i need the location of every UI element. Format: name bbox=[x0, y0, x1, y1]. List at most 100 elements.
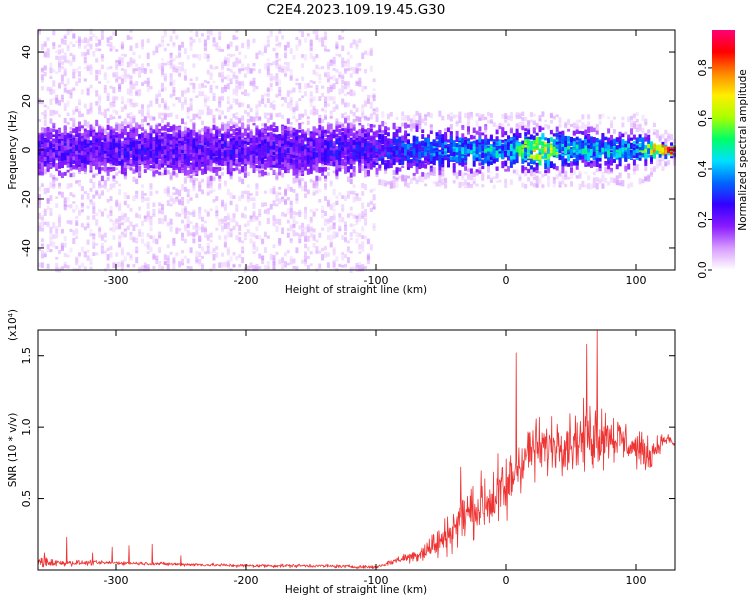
spectrogram-cell bbox=[152, 129, 156, 132]
spectrogram-cell bbox=[109, 150, 113, 153]
spectrogram-cell bbox=[255, 86, 259, 90]
spectrogram-cell bbox=[175, 197, 179, 202]
spectrogram-cell bbox=[246, 140, 250, 146]
spectrogram-cell bbox=[100, 161, 104, 166]
spectrogram-cell bbox=[304, 226, 307, 231]
spectrogram-cell bbox=[309, 140, 313, 146]
spectrogram-cell bbox=[78, 252, 81, 257]
spectrogram-cell bbox=[255, 149, 259, 153]
spectrogram-cell bbox=[143, 261, 147, 267]
spectrogram-cell bbox=[195, 167, 199, 172]
spectrogram-cell bbox=[221, 172, 224, 176]
spectrogram-cell bbox=[120, 154, 124, 159]
spectrogram-cell bbox=[118, 225, 122, 230]
spectrogram-cell bbox=[46, 106, 50, 110]
spectrogram-cell bbox=[126, 121, 130, 126]
spectrogram-cell bbox=[201, 156, 204, 162]
spectrogram-cell bbox=[46, 142, 50, 148]
spectrogram-cell bbox=[301, 259, 305, 264]
spectrogram-cell bbox=[49, 133, 53, 139]
spectrogram-cell bbox=[175, 157, 179, 161]
spectrogram-cell bbox=[178, 51, 182, 57]
spectrogram-cell bbox=[166, 156, 170, 161]
spectrogram-cell bbox=[221, 64, 224, 69]
spectrogram-cell bbox=[201, 216, 204, 222]
spectrogram-cell bbox=[172, 42, 176, 48]
spectrogram-cell bbox=[295, 198, 299, 204]
spectrogram-cell bbox=[255, 226, 259, 232]
spectrogram-cell bbox=[138, 133, 142, 139]
spectrogram-cell bbox=[141, 156, 144, 162]
spectrogram-cell bbox=[272, 133, 276, 139]
spectrogram-cell bbox=[169, 112, 173, 117]
spectrogram-cell bbox=[89, 165, 93, 171]
spectrogram-cell bbox=[126, 195, 130, 199]
spectrogram-cell bbox=[304, 158, 307, 164]
spectrogram-cell bbox=[301, 229, 305, 236]
spectrogram-cell bbox=[132, 155, 136, 160]
spectrogram-cell bbox=[155, 132, 159, 138]
spectrogram-cell bbox=[98, 48, 102, 52]
spectrogram-cell bbox=[232, 145, 236, 151]
spectrogram-cell bbox=[246, 265, 250, 272]
spectrogram-cell bbox=[146, 251, 150, 254]
spectrogram-cell bbox=[192, 148, 196, 152]
spectrogram-cell bbox=[201, 255, 204, 260]
spectrogram-cell bbox=[192, 113, 196, 121]
spectrogram-cell bbox=[86, 130, 90, 136]
spectrogram-cell bbox=[58, 55, 61, 62]
spectrogram-cell bbox=[201, 263, 204, 267]
spectrogram-cell bbox=[43, 114, 47, 120]
spectrogram-cell bbox=[301, 185, 305, 192]
spectrogram-cell bbox=[143, 133, 147, 138]
spectrogram-cell bbox=[192, 169, 196, 173]
spectrogram-cell bbox=[135, 251, 139, 254]
spectrogram-cell bbox=[40, 162, 44, 167]
spectrogram-cell bbox=[112, 226, 116, 233]
spectrogram-cell bbox=[186, 154, 190, 161]
spectrogram-cell bbox=[75, 145, 79, 151]
spectrogram-cell bbox=[195, 148, 199, 153]
spectrogram-cell bbox=[138, 206, 142, 211]
spectrogram-cell bbox=[69, 228, 73, 232]
spectrogram-cell bbox=[172, 136, 176, 140]
spectrogram-cell bbox=[278, 198, 282, 204]
spectrogram-cell bbox=[83, 103, 87, 109]
spectrogram-cell bbox=[203, 140, 207, 146]
spectrogram-cell bbox=[309, 91, 313, 96]
spectrogram-cell bbox=[86, 108, 90, 113]
spectrogram-cell bbox=[198, 213, 202, 220]
spectrogram-cell bbox=[232, 137, 236, 141]
spectrogram-cell bbox=[269, 124, 273, 131]
spectrogram-cell bbox=[209, 84, 213, 90]
spectrogram-cell bbox=[255, 104, 259, 109]
spectrogram-cell bbox=[109, 126, 113, 131]
spectrogram-cell bbox=[166, 61, 170, 65]
spectrogram-cell bbox=[186, 127, 190, 132]
spectrogram-cell bbox=[263, 202, 267, 207]
spectrogram-cell bbox=[120, 101, 124, 105]
spectrogram-cell bbox=[218, 262, 222, 268]
spectrogram-cell bbox=[266, 136, 270, 141]
spectrogram-cell bbox=[169, 251, 173, 255]
spectrogram-cell bbox=[249, 266, 253, 272]
spectrogram-cell bbox=[55, 155, 59, 161]
spectrogram-cell bbox=[106, 142, 110, 149]
spectrogram-cell bbox=[126, 151, 130, 155]
spectrogram-cell bbox=[258, 170, 262, 174]
spectrogram-cell bbox=[229, 231, 233, 235]
spectrogram-cell bbox=[112, 235, 116, 240]
spectrogram-cell bbox=[55, 262, 59, 269]
spectrogram-cell bbox=[195, 251, 199, 256]
spectrogram-cell bbox=[218, 183, 222, 188]
spectrogram-cell bbox=[289, 258, 293, 265]
spectrogram-cell bbox=[129, 88, 133, 94]
spectrogram-cell bbox=[169, 175, 173, 181]
spectrogram-cell bbox=[221, 133, 224, 140]
spectrogram-cell bbox=[115, 96, 119, 101]
spectrogram-cell bbox=[66, 197, 70, 202]
spectrogram-cell bbox=[109, 168, 113, 172]
spectrogram-cell bbox=[100, 35, 104, 40]
spectrogram-cell bbox=[75, 220, 79, 226]
spectrogram-cell bbox=[209, 134, 213, 141]
